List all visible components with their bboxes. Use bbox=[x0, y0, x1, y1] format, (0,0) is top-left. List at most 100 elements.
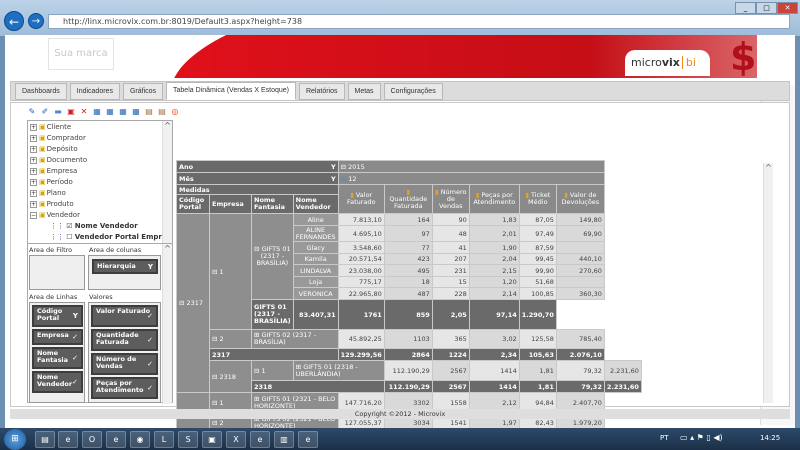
checkbox-unchecked[interactable]: ☐ bbox=[66, 233, 73, 241]
chip-nome-fantasia[interactable]: Nome Fantasia ✓ bbox=[32, 347, 83, 369]
tab-tabela-dinamica[interactable]: Tabela Dinâmica (Vendas X Estoque) bbox=[166, 82, 296, 100]
edit-icon[interactable]: ✎ bbox=[28, 107, 36, 116]
taskbar-app[interactable]: ▥ bbox=[274, 431, 294, 448]
vendor-cell[interactable]: Aline bbox=[292, 213, 339, 226]
mes-value[interactable]: ⊞ 12 bbox=[337, 172, 605, 185]
chip-quantidade-faturada[interactable]: Quantidade Faturada ✓ bbox=[91, 329, 158, 351]
taskbar-lync[interactable]: L bbox=[154, 431, 174, 448]
start-button[interactable]: ⊞ bbox=[4, 429, 26, 450]
nome-fantasia-cell[interactable]: ⊟ GIFTS 01 (2317 - BRASÍLIA) bbox=[251, 213, 294, 300]
expand-icon[interactable]: ⊞ bbox=[295, 362, 302, 371]
vendor-cell[interactable]: Glacy bbox=[292, 241, 339, 254]
vendor-cell[interactable]: Loja bbox=[292, 276, 339, 288]
row-header-codigo-portal[interactable]: Código Portal bbox=[176, 194, 210, 214]
row-header-nome-vendedor[interactable]: Nome Vendedor bbox=[292, 194, 339, 214]
delete-icon[interactable]: ✕ bbox=[80, 107, 88, 116]
measure-header[interactable]: ▮ Quantidade Faturada bbox=[383, 184, 433, 214]
minimize-button[interactable]: _ bbox=[735, 2, 756, 14]
address-bar[interactable]: http://linx.microvix.com.br:8019/Default… bbox=[48, 14, 790, 29]
measure-header[interactable]: ▮ Peças por Atendimento bbox=[468, 184, 520, 214]
tab-dashboards[interactable]: Dashboards bbox=[15, 83, 67, 100]
taskbar-outlook[interactable]: O bbox=[82, 431, 102, 448]
ano-value[interactable]: ⊟ 2015 bbox=[337, 160, 605, 173]
taskbar-explorer[interactable]: ▤ bbox=[35, 431, 55, 448]
subfield-vendedor-portal-empresa[interactable]: ⋮⋮ ☐ Vendedor Portal Empresa bbox=[50, 233, 172, 241]
taskbar-ie3[interactable]: e bbox=[250, 431, 270, 448]
back-button[interactable]: ← bbox=[4, 11, 24, 31]
export-csv-icon[interactable]: ▦ bbox=[132, 107, 140, 116]
taskbar-ie[interactable]: e bbox=[58, 431, 78, 448]
export-xls-icon[interactable]: ▦ bbox=[119, 107, 127, 116]
chip-valor-faturado[interactable]: Valor Faturado ✓ bbox=[91, 305, 158, 327]
taskbar-chrome[interactable]: ◉ bbox=[130, 431, 150, 448]
taskbar-ie2[interactable]: e bbox=[106, 431, 126, 448]
taskbar-ie4[interactable]: e bbox=[298, 431, 318, 448]
chip-hierarquia[interactable]: Hierarquia Y bbox=[92, 259, 158, 274]
tree-item-periodo[interactable]: + ▣Período bbox=[30, 178, 73, 186]
checkbox-checked[interactable]: ☑ bbox=[66, 222, 73, 230]
subfield-nome-vendedor[interactable]: ⋮⋮ ☑ Nome Vendedor bbox=[50, 222, 138, 230]
tree-item-vendedor[interactable]: − ▣Vendedor bbox=[30, 211, 80, 219]
row-header-empresa[interactable]: Empresa bbox=[209, 194, 252, 214]
tree-item-deposito[interactable]: + ▣Depósito bbox=[30, 145, 78, 153]
empresa-cell[interactable]: ⊟ 2 bbox=[209, 329, 252, 349]
rows-area[interactable]: Código Portal Y Empresa ✓ Nome Fantasia ✓ N… bbox=[29, 302, 85, 403]
row-header-nome-fantasia[interactable]: Nome Fantasia bbox=[251, 194, 294, 214]
export-icon[interactable]: ▦ bbox=[93, 107, 101, 116]
save-icon[interactable]: ▣ bbox=[67, 107, 75, 116]
close-button[interactable]: ✕ bbox=[777, 2, 798, 14]
empresa-cell[interactable]: ⊟ 1 bbox=[209, 213, 252, 330]
codigo-portal-cell[interactable]: ⊟ 2317 bbox=[176, 213, 210, 393]
vendor-cell[interactable]: Kamila bbox=[292, 253, 339, 265]
empresa-cell[interactable]: ⊟ 1 bbox=[251, 360, 294, 381]
clear-all-icon[interactable]: ▤ bbox=[158, 107, 166, 116]
ano-field[interactable]: Ano Y bbox=[176, 160, 339, 173]
chip-pecas-atendimento[interactable]: Peças por Atendimento ✓ bbox=[91, 377, 158, 399]
filter-area[interactable] bbox=[29, 255, 85, 290]
help-icon[interactable]: ◎ bbox=[171, 107, 179, 116]
tab-indicadores[interactable]: Indicadores bbox=[69, 83, 120, 100]
mes-field[interactable]: Mês Y bbox=[176, 172, 339, 185]
language-indicator[interactable]: PT bbox=[660, 434, 669, 442]
measure-header[interactable]: ▮ Número de Vendas bbox=[431, 184, 470, 214]
tree-item-produto[interactable]: + ▣Produto bbox=[30, 200, 74, 208]
taskbar-skype[interactable]: S bbox=[178, 431, 198, 448]
chip-codigo-portal[interactable]: Código Portal Y bbox=[32, 305, 83, 327]
tree-scrollbar[interactable]: ^ bbox=[162, 121, 172, 243]
tree-item-comprador[interactable]: + ▣Comprador bbox=[30, 134, 86, 142]
measure-header[interactable]: ▮ Valor de Devoluções bbox=[555, 184, 605, 214]
tree-item-plano[interactable]: + ▣Plano bbox=[30, 189, 66, 197]
clock[interactable]: 14:25 bbox=[760, 434, 781, 442]
vendor-cell[interactable]: VERONICA bbox=[292, 287, 339, 300]
taskbar-remote[interactable]: ▣ bbox=[202, 431, 222, 448]
folder-icon[interactable]: ▬ bbox=[54, 107, 62, 116]
taskbar-excel[interactable]: X bbox=[226, 431, 246, 448]
chip-empresa[interactable]: Empresa ✓ bbox=[32, 329, 83, 345]
expand-icon[interactable]: ⊞ bbox=[254, 394, 260, 403]
measure-header[interactable]: ▮ Valor Faturado bbox=[337, 184, 385, 214]
maximize-button[interactable]: □ bbox=[756, 2, 777, 14]
tab-configuracoes[interactable]: Configurações bbox=[383, 83, 443, 100]
vendor-cell[interactable]: ALINE FERNANDES bbox=[292, 225, 339, 242]
pivot-scrollbar[interactable]: ^ bbox=[763, 163, 773, 403]
tray-icons[interactable]: ▭ ▴ ⚑ ▯ ◀) bbox=[680, 433, 723, 442]
columns-area[interactable]: Hierarquia Y bbox=[88, 255, 161, 290]
tree-item-empresa[interactable]: + ▣Empresa bbox=[30, 167, 78, 175]
chip-numero-vendas[interactable]: Número de Vendas ✓ bbox=[91, 353, 158, 375]
tab-metas[interactable]: Metas bbox=[347, 83, 381, 100]
wand-icon[interactable]: ✐ bbox=[41, 107, 49, 116]
tab-relatorios[interactable]: Relatórios bbox=[298, 83, 345, 100]
clear-icon[interactable]: ▤ bbox=[145, 107, 153, 116]
values-area[interactable]: Valor Faturado ✓ Quantidade Faturada ✓ Núm… bbox=[88, 302, 161, 403]
vendor-cell[interactable]: LINDALVA bbox=[292, 264, 339, 277]
tree-item-cliente[interactable]: + ▣Cliente bbox=[30, 123, 72, 131]
forward-button[interactable]: → bbox=[28, 13, 44, 29]
codigo-portal-cell[interactable]: ⊟ 2318 bbox=[209, 360, 252, 393]
tree-item-documento[interactable]: + ▣Documento bbox=[30, 156, 88, 164]
measure-header[interactable]: ▮ Ticket Médio bbox=[518, 184, 557, 214]
tab-graficos[interactable]: Gráficos bbox=[122, 83, 164, 100]
chip-nome-vendedor[interactable]: Nome Vendedor ✓ bbox=[32, 371, 83, 393]
areas-scrollbar[interactable]: ^ bbox=[162, 244, 172, 404]
expand-icon[interactable]: ⊞ bbox=[254, 331, 260, 339]
export-pdf-icon[interactable]: ▦ bbox=[106, 107, 114, 116]
